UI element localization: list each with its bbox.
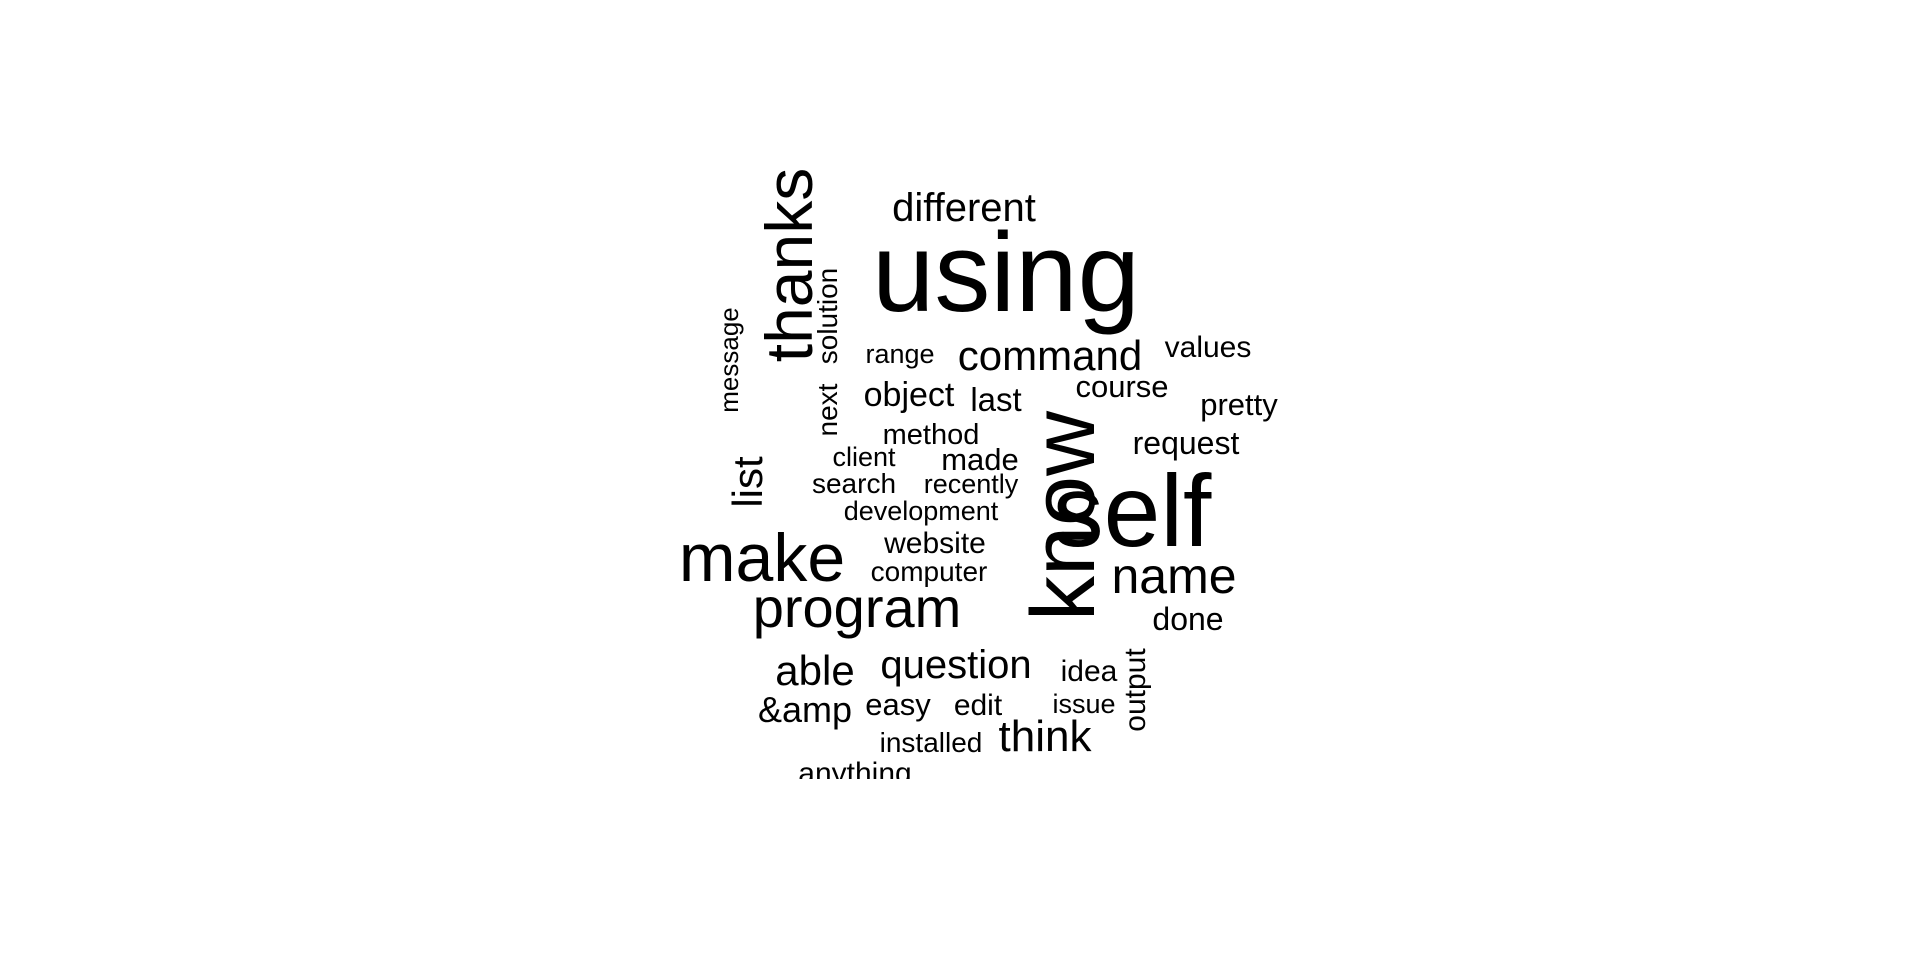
word-computer: computer: [871, 556, 988, 587]
word-know: know: [1014, 410, 1114, 621]
word-recently: recently: [924, 469, 1019, 499]
word-request: request: [1133, 425, 1240, 461]
word-range: range: [865, 339, 934, 369]
word-issue: issue: [1052, 689, 1115, 719]
word-installed: installed: [880, 727, 983, 758]
word-client: client: [832, 442, 896, 472]
word-course: course: [1075, 369, 1168, 404]
word-pretty: pretty: [1200, 387, 1278, 422]
word-different: different: [892, 186, 1036, 230]
word-website: website: [883, 527, 986, 560]
word-solution: solution: [812, 268, 843, 365]
word-self: self: [1053, 454, 1212, 568]
word-able: able: [775, 647, 854, 694]
word-using: using: [872, 210, 1140, 335]
word-think: think: [999, 712, 1093, 761]
word-idea: idea: [1061, 655, 1118, 688]
word-easy: easy: [865, 687, 931, 722]
word-values: values: [1165, 331, 1252, 364]
word-development: development: [844, 496, 999, 526]
word-program: program: [753, 576, 962, 639]
word-name: name: [1111, 548, 1236, 604]
word-output: output: [1119, 648, 1152, 732]
word-question: question: [880, 643, 1031, 687]
word-next: next: [812, 383, 843, 436]
word-made: made: [941, 442, 1019, 477]
word-list: list: [724, 456, 771, 508]
word-last: last: [970, 381, 1021, 418]
word-search: search: [812, 468, 896, 499]
word-anything: anything: [798, 757, 911, 779]
word-make: make: [679, 520, 845, 596]
word-message: message: [714, 307, 744, 413]
word-edit: edit: [954, 689, 1003, 722]
word-amp: &amp: [758, 689, 852, 730]
word-command: command: [958, 332, 1142, 379]
word-method: method: [883, 419, 980, 451]
word-thanks: thanks: [752, 168, 826, 362]
word-done: done: [1152, 601, 1223, 637]
word-object: object: [864, 376, 955, 414]
